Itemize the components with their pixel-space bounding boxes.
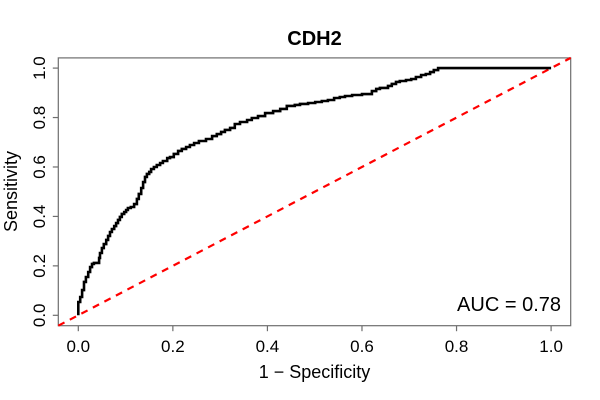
plot-frame bbox=[57, 57, 572, 327]
x-axis-label: 1 − Specificity bbox=[259, 362, 371, 382]
x-tick-label: 0.0 bbox=[66, 337, 90, 356]
x-tick-label: 0.4 bbox=[256, 337, 280, 356]
y-tick-label: 1.0 bbox=[30, 56, 49, 80]
y-axis-label: Sensitivity bbox=[1, 151, 21, 232]
y-tick-label: 0.2 bbox=[30, 254, 49, 278]
chance-diagonal-line bbox=[57, 56, 572, 327]
chart-title: CDH2 bbox=[287, 28, 341, 50]
y-axis-ticks: 0.0 0.2 0.4 0.6 0.8 1.0 bbox=[30, 56, 59, 327]
x-tick-label: 0.8 bbox=[445, 337, 469, 356]
x-tick-label: 0.6 bbox=[350, 337, 374, 356]
auc-annotation: AUC = 0.78 bbox=[457, 294, 561, 316]
x-tick-label: 1.0 bbox=[539, 337, 563, 356]
x-tick-label: 0.2 bbox=[161, 337, 185, 356]
x-axis-ticks: 0.0 0.2 0.4 0.6 0.8 1.0 bbox=[66, 325, 563, 356]
y-tick-label: 0.4 bbox=[30, 205, 49, 229]
y-tick-label: 0.8 bbox=[30, 106, 49, 130]
y-tick-label: 0.6 bbox=[30, 155, 49, 179]
roc-curve bbox=[77, 66, 552, 316]
y-tick-label: 0.0 bbox=[30, 303, 49, 327]
